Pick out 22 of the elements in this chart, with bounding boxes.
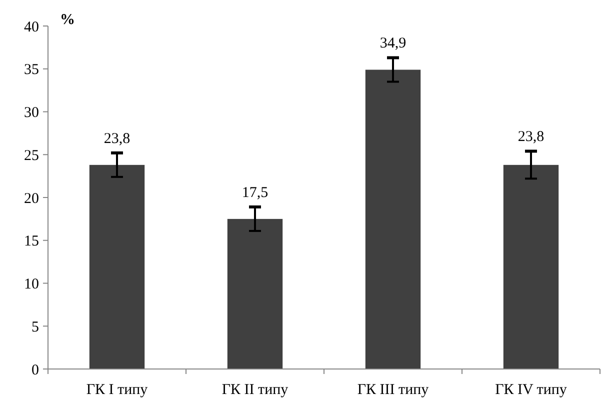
x-tick-label: ГК II типу — [222, 382, 289, 398]
bar — [503, 164, 559, 369]
y-tick-label: 35 — [24, 62, 39, 78]
x-tick-label: ГК III типу — [357, 382, 430, 398]
x-tick-label: ГК IV типу — [495, 382, 568, 398]
y-tick-label: 30 — [24, 105, 39, 121]
x-tick-label: ГК I типу — [86, 382, 148, 398]
data-label: 17,5 — [242, 184, 268, 201]
data-label: 23,8 — [104, 130, 130, 147]
y-tick-label: 0 — [32, 362, 39, 378]
y-tick-label: 20 — [24, 190, 39, 207]
bar — [227, 218, 283, 369]
y-tick-label: 25 — [24, 148, 39, 164]
bar — [365, 70, 421, 369]
data-label: 34,9 — [380, 36, 406, 52]
y-tick-label: 5 — [32, 319, 39, 336]
y-axis-title: % — [60, 12, 75, 28]
y-tick-label: 40 — [24, 19, 39, 36]
y-tick-label: 10 — [24, 276, 39, 292]
data-label: 23,8 — [518, 129, 544, 146]
bar — [89, 164, 145, 369]
y-tick-label: 15 — [24, 234, 39, 250]
